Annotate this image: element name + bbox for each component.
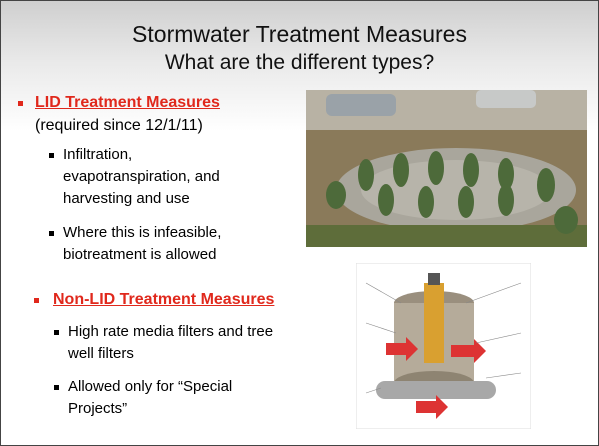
bullet-text: evapotranspiration, and <box>63 166 220 188</box>
slide-title: Stormwater Treatment Measures <box>1 21 598 48</box>
bullet-text: well filters <box>68 343 134 365</box>
section-heading: LID Treatment Measures <box>35 94 220 112</box>
bullet-marker <box>49 153 54 158</box>
bullet-marker <box>49 231 54 236</box>
bullet-text: Projects” <box>68 398 127 420</box>
slide-subtitle: What are the different types? <box>1 51 598 75</box>
bullet-text: Infiltration, <box>63 144 132 166</box>
bullet-text: Allowed only for “Special <box>68 376 232 398</box>
bullet-marker <box>54 330 59 335</box>
bullet-marker <box>18 101 23 106</box>
bullet-marker <box>54 385 59 390</box>
bullet-text: Where this is infeasible, <box>63 222 221 244</box>
slide: Stormwater Treatment Measures What are t… <box>0 0 599 446</box>
bullet-text: biotreatment is allowed <box>63 244 216 266</box>
section-heading: Non-LID Treatment Measures <box>53 291 274 309</box>
filter-diagram <box>356 263 531 429</box>
bullet-text: High rate media filters and tree <box>68 321 273 343</box>
section-note: (required since 12/1/11) <box>35 117 203 135</box>
bioretention-photo <box>306 90 587 247</box>
bullet-text: harvesting and use <box>63 188 190 210</box>
bullet-marker <box>34 298 39 303</box>
